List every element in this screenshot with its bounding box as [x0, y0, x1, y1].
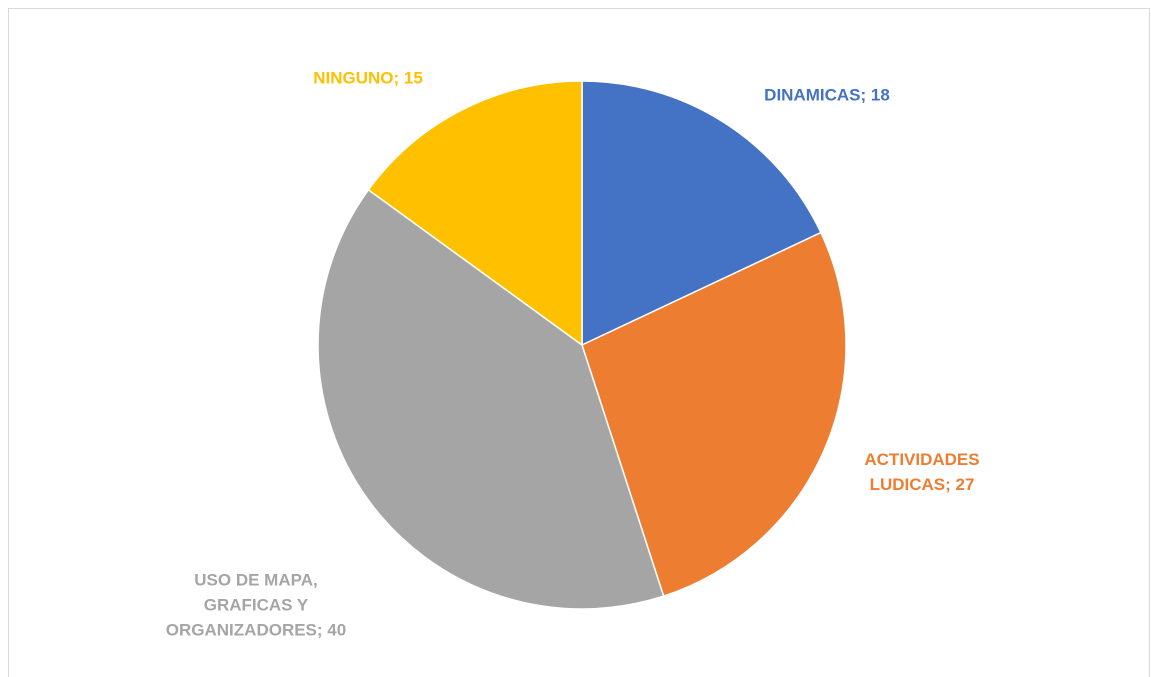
label-separator: ;	[860, 85, 871, 105]
data-label: NINGUNO; 15	[268, 66, 468, 91]
label-value: 15	[403, 68, 423, 88]
label-separator: ;	[316, 620, 328, 640]
label-separator: ;	[945, 475, 956, 494]
data-label: USO DE MAPA, GRAFICAS Y ORGANIZADORES; 4…	[151, 568, 361, 643]
label-category: NINGUNO	[313, 68, 394, 88]
data-label: ACTIVIDADES LUDICAS; 27	[837, 447, 1007, 497]
label-value: 18	[870, 85, 890, 105]
label-category: DINAMICAS	[764, 85, 861, 105]
label-value: 27	[955, 475, 975, 494]
pie-slice	[367, 80, 583, 347]
pie-slice	[317, 188, 665, 610]
label-category: USO DE MAPA, GRAFICAS Y ORGANIZADORES	[165, 570, 318, 640]
chart-frame	[8, 8, 1150, 677]
pie-slice	[581, 231, 847, 598]
data-label: DINAMICAS; 18	[727, 83, 927, 108]
pie-slice	[581, 80, 822, 347]
label-value: 40	[327, 620, 347, 640]
label-separator: ;	[393, 68, 404, 88]
label-category: ACTIVIDADES LUDICAS	[864, 450, 980, 494]
